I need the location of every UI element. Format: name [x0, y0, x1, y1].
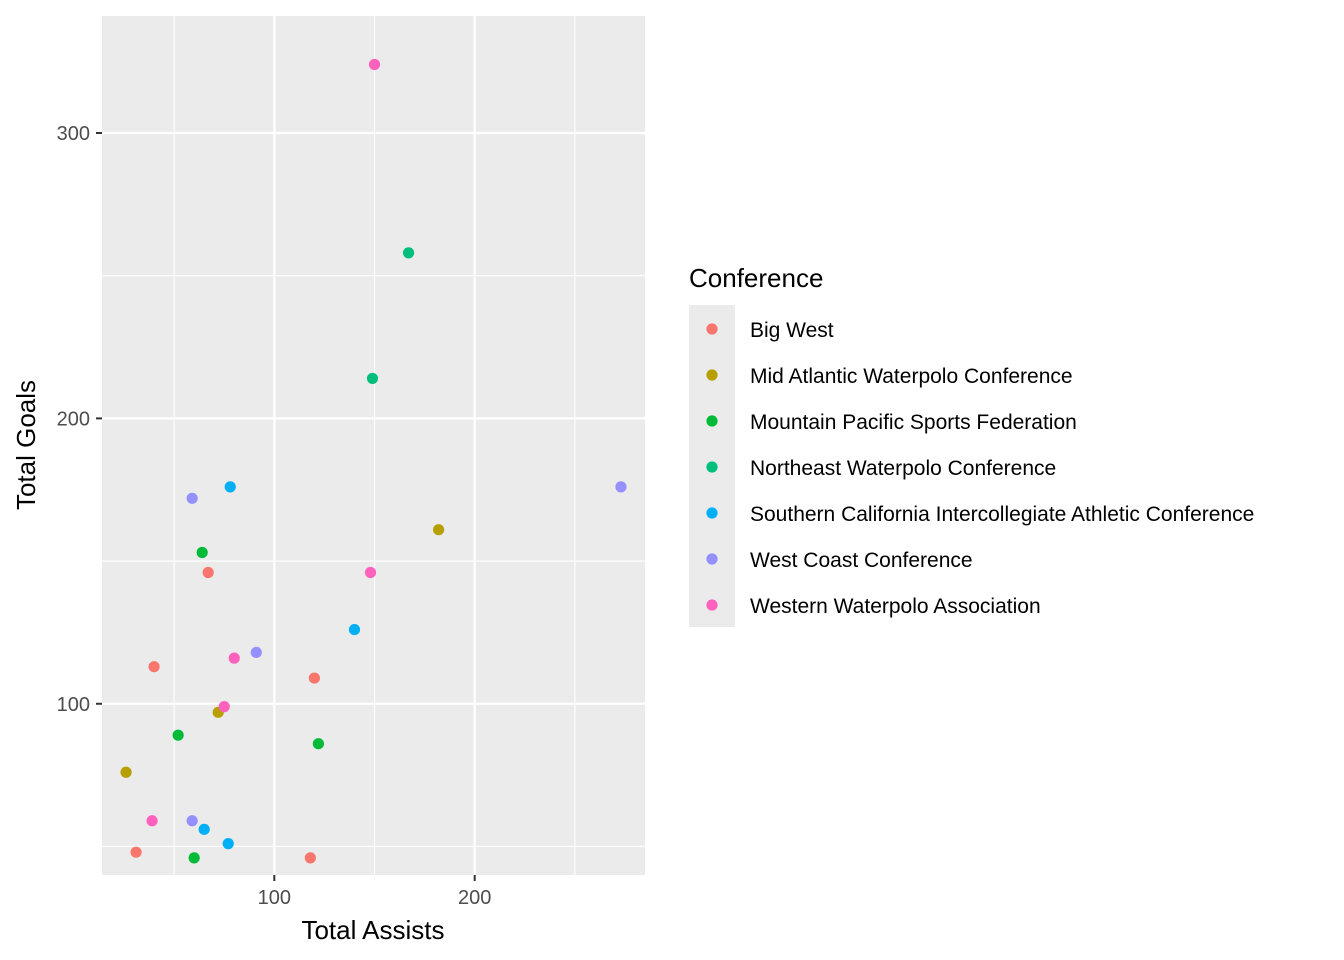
- legend-label: Big West: [750, 319, 834, 342]
- legend-label: Southern California Intercollegiate Athl…: [750, 503, 1254, 526]
- legend-label: Western Waterpolo Association: [750, 595, 1041, 618]
- legend-key: [706, 415, 718, 427]
- data-point: [148, 661, 160, 673]
- data-point: [312, 738, 324, 750]
- y-tick-label: 300: [57, 123, 90, 145]
- legend-key: [706, 323, 718, 335]
- x-axis: 100 200: [258, 875, 491, 909]
- data-point: [308, 672, 320, 684]
- data-point: [172, 729, 184, 741]
- x-tick-label: 100: [258, 887, 291, 909]
- x-axis-title: Total Assists: [301, 915, 444, 945]
- data-point: [120, 766, 132, 778]
- data-point: [366, 372, 379, 385]
- data-point: [615, 481, 627, 493]
- data-point: [402, 247, 415, 259]
- data-point: [198, 823, 210, 835]
- data-point: [188, 852, 200, 864]
- y-tick-label: 100: [57, 694, 90, 716]
- major-gridlines: [102, 16, 645, 875]
- data-point: [348, 623, 361, 636]
- legend-key: [706, 553, 718, 565]
- data-point: [186, 492, 198, 504]
- data-point: [186, 815, 198, 827]
- legend-key: [706, 599, 718, 611]
- legend-items: Big West Mid Atlantic Waterpolo Conferenc…: [706, 319, 1254, 618]
- legend-title: Conference: [689, 263, 823, 293]
- data-point: [368, 58, 381, 71]
- y-axis: 100 200 300: [57, 123, 102, 716]
- data-point: [364, 566, 377, 579]
- data-point: [433, 524, 445, 536]
- data-point: [146, 815, 158, 827]
- data-point: [196, 546, 208, 559]
- data-point: [250, 646, 262, 659]
- data-point: [130, 846, 142, 858]
- data-point: [304, 852, 316, 864]
- y-tick-label: 200: [57, 408, 90, 430]
- legend-label: Northeast Waterpolo Conference: [750, 457, 1056, 480]
- x-tick-label: 200: [458, 887, 491, 909]
- plot-panel: [102, 16, 645, 875]
- legend-key: [706, 369, 718, 381]
- legend-key: [706, 507, 718, 519]
- data-point: [228, 652, 240, 664]
- legend: Conference Big West Mid Atlantic Waterpol…: [689, 263, 1254, 627]
- data-point: [222, 838, 234, 850]
- legend-label: West Coast Conference: [750, 549, 973, 572]
- data-point: [218, 701, 230, 713]
- legend-label: Mountain Pacific Sports Federation: [750, 411, 1077, 434]
- y-axis-title: Total Goals: [11, 380, 41, 510]
- legend-key: [706, 461, 718, 473]
- data-points: [120, 58, 627, 864]
- legend-label: Mid Atlantic Waterpolo Conference: [750, 365, 1073, 388]
- data-point: [224, 481, 236, 493]
- data-point: [202, 566, 214, 579]
